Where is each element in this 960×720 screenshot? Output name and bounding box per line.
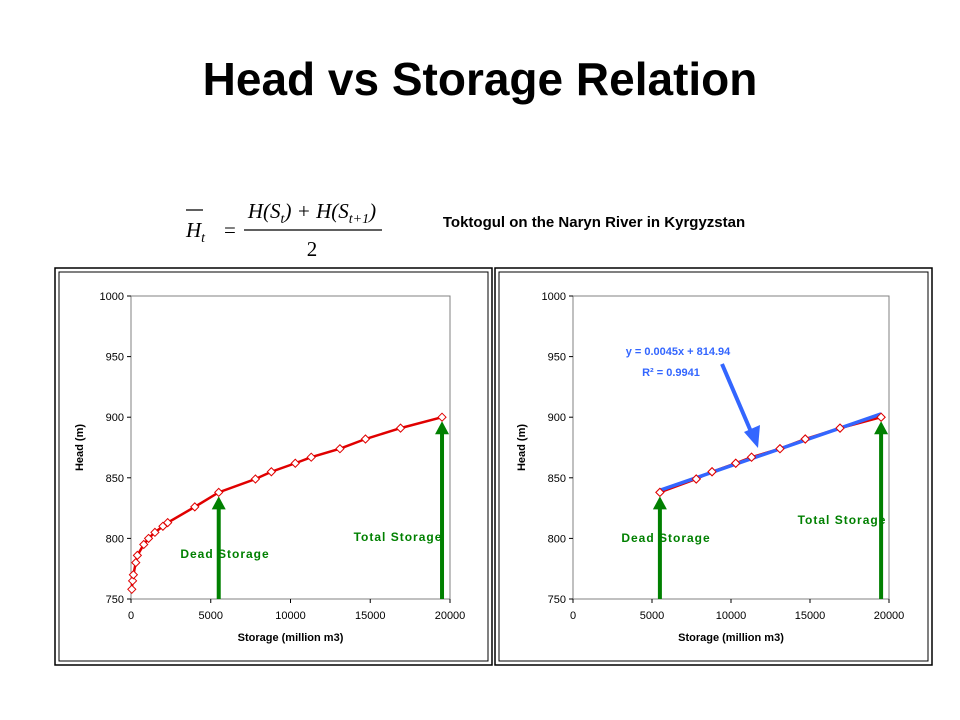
data-point-top [746,452,757,462]
formula-part: t+1 [349,212,369,227]
pointer-arrow-head [211,496,226,510]
y-tick-label: 750 [106,594,124,606]
annotation: Dead Storage [180,547,269,561]
x-tick-label: 10000 [275,610,306,622]
data-point [131,557,141,568]
data-point-top [775,444,785,454]
x-tick-label: 20000 [435,610,466,622]
slide-title: Head vs Storage Relation [203,53,758,105]
y-tick-label: 1000 [542,291,566,303]
annotation: R² = 0.9941 [642,367,700,379]
formula-part: t [201,231,206,246]
data-point [132,550,143,561]
data-point [360,434,371,444]
x-tick-label: 15000 [795,610,826,622]
pointer-arrow-head [435,421,450,435]
formula-part: ) [368,199,376,223]
formula-lhs: Ht [185,218,206,246]
y-axis-label: Head (m) [74,424,86,471]
data-point-top [731,458,741,468]
chart-frame [54,267,493,666]
x-tick-label: 10000 [716,610,747,622]
formula-equals: = [224,218,236,242]
subtitle: Toktogul on the Naryn River in Kyrgyzsta… [443,214,745,231]
x-tick-label: 0 [128,610,134,622]
x-axis-label: Storage (million m3) [678,632,784,644]
x-tick-label: 5000 [640,610,664,622]
y-axis-label: Head (m) [516,424,528,471]
data-point [290,458,300,468]
y-tick-label: 800 [106,533,124,545]
data-point [127,576,138,586]
annotation: Total Storage [798,513,887,527]
y-tick-label: 800 [548,533,566,545]
data-point-top [691,474,701,484]
y-tick-label: 950 [106,352,124,364]
data-point [250,474,261,484]
data-point [139,539,149,550]
pointer-arrow-head [744,425,760,448]
x-tick-label: 15000 [355,610,386,622]
annotation: Total Storage [354,530,443,544]
data-point [266,467,277,477]
x-tick-label: 0 [570,610,576,622]
x-tick-label: 20000 [874,610,905,622]
data-point-top [800,434,810,444]
formula-part: H(S [247,199,281,223]
data-point [395,423,406,433]
data-point [127,584,137,595]
data-point-top [835,423,845,433]
plot-area [130,295,451,600]
y-tick-label: 900 [106,412,124,424]
data-point-top [707,467,717,477]
pointer-arrow [720,363,754,435]
x-axis-label: Storage (million m3) [238,632,344,644]
chart-inner-frame [498,271,929,662]
data-point [306,452,316,462]
plot-area [572,295,890,600]
formula-denominator: 2 [307,237,318,261]
pointer-arrow-head [652,496,667,510]
data-point [143,533,154,544]
chart-frame [494,267,933,666]
formula-part: H [185,218,203,242]
pointer-arrow-head [874,421,889,435]
y-tick-label: 950 [548,352,566,364]
y-tick-label: 1000 [100,291,124,303]
data-point [150,527,160,538]
x-tick-label: 5000 [199,610,223,622]
y-tick-label: 750 [548,594,566,606]
data-point [128,570,139,580]
chart-inner-frame [58,271,489,662]
y-tick-label: 850 [106,473,124,485]
data-point [335,444,345,454]
data-point [162,517,173,528]
formula-numerator: H(St) + H(St+1) [247,199,376,227]
y-tick-label: 850 [548,473,566,485]
formula-part: t [281,212,286,227]
formula-part: ) + H(S [283,199,349,223]
annotation: Dead Storage [621,531,710,545]
y-tick-label: 900 [548,412,566,424]
data-point [190,502,200,512]
annotation: y = 0.0045x + 814.94 [626,346,731,358]
formula: Ht = H(St) + H(St+1) 2 [185,199,382,261]
